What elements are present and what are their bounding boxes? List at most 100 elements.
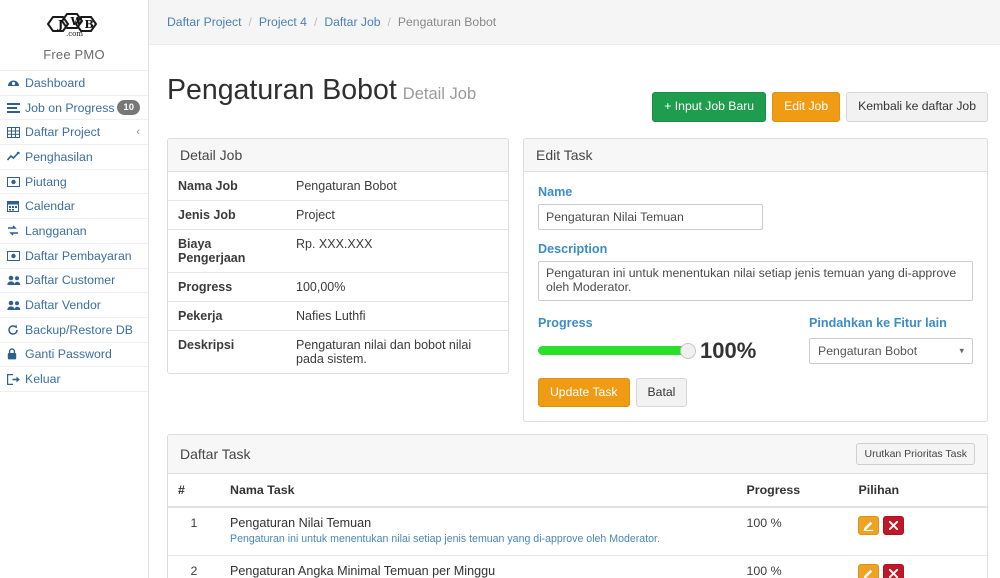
- svg-text:J: J: [57, 18, 63, 31]
- progress-slider[interactable]: [538, 342, 696, 359]
- detail-key: Nama Job: [178, 178, 238, 193]
- right-column: Edit Task Name Description Pengaturan in…: [523, 137, 988, 434]
- delete-task-row-button[interactable]: [883, 564, 905, 578]
- plus-icon: +: [664, 99, 672, 114]
- edit-task-row-button[interactable]: [858, 515, 880, 535]
- detail-value: 100,00%: [286, 271, 508, 302]
- sidebar-label: Daftar Vendor: [25, 298, 101, 313]
- lock-icon: [7, 348, 22, 361]
- sidebar-label: Penghasilan: [25, 149, 93, 164]
- kembali-ke-daftar-job-button[interactable]: Kembali ke daftar Job: [846, 92, 988, 122]
- page-actions: + Input Job Baru Edit Job Kembali ke daf…: [652, 92, 988, 123]
- brand-logo-block[interactable]: J W B .com Free PMO: [0, 0, 148, 70]
- sidebar-label: Ganti Password: [25, 347, 112, 362]
- action-buttons: [858, 515, 977, 535]
- row-actions: [848, 506, 987, 556]
- sidebar-item-daftar-customer[interactable]: Daftar Customer: [0, 269, 148, 294]
- table-row: Nama Job Pengaturan Bobot: [168, 172, 508, 201]
- svg-text:B: B: [85, 18, 94, 31]
- content-columns: Detail Job Nama Job Pengaturan Bobot Jen…: [149, 132, 1000, 434]
- table-header-row: # Nama Task Progress Pilihan: [168, 473, 987, 508]
- sidebar-item-backup-restore-db[interactable]: Backup/Restore DB: [0, 318, 148, 343]
- edit-task-panel-heading: Edit Task: [524, 138, 987, 172]
- users-icon: [7, 274, 22, 287]
- sidebar-item-ganti-password[interactable]: Ganti Password: [0, 343, 148, 368]
- row-progress: 100 %: [736, 506, 849, 556]
- breadcrumb: Daftar Project / Project 4 / Daftar Job …: [149, 0, 1000, 45]
- row-name-cell: Pengaturan Nilai Temuan Pengaturan ini u…: [220, 506, 737, 556]
- users-icon: [7, 299, 22, 312]
- detail-job-panel-heading: Detail Job: [168, 138, 508, 172]
- sidebar-item-keluar[interactable]: Keluar: [0, 367, 148, 392]
- edit-job-button[interactable]: Edit Job: [772, 92, 841, 122]
- sidebar-item-langganan[interactable]: Langganan: [0, 219, 148, 244]
- svg-text:W: W: [70, 15, 84, 28]
- edit-task-form: Name Description Pengaturan ini untuk me…: [524, 172, 987, 421]
- task-table-head: # Nama Task Progress Pilihan: [168, 473, 987, 508]
- name-input[interactable]: [538, 203, 763, 230]
- breadcrumb-item-daftar-job[interactable]: Daftar Job: [324, 15, 381, 29]
- detail-key: Progress: [168, 271, 286, 302]
- move-select[interactable]: Pengaturan Bobot ▾: [809, 337, 973, 364]
- page-title: Pengaturan Bobot Detail Job: [167, 76, 476, 105]
- input-job-baru-button[interactable]: + Input Job Baru: [652, 92, 767, 122]
- sidebar-item-dashboard[interactable]: Dashboard: [0, 71, 148, 96]
- breadcrumb-item-project-4[interactable]: Project 4: [258, 15, 307, 29]
- sidebar-item-piutang[interactable]: Piutang: [0, 170, 148, 195]
- column-header-progress: Progress: [736, 473, 849, 508]
- detail-job-panel: Detail Job Nama Job Pengaturan Bobot Jen…: [167, 137, 509, 374]
- progress-percent-text: 100%: [700, 337, 757, 363]
- sidebar-label: Calendar: [25, 199, 75, 214]
- sidebar-label: Job on Progress: [25, 100, 115, 115]
- edit-task-buttons: Update Task Batal: [538, 377, 973, 407]
- update-task-button[interactable]: Update Task: [538, 377, 630, 407]
- progress-slider-fill: [538, 346, 688, 356]
- edit-task-row-button[interactable]: [858, 564, 880, 578]
- breadcrumb-separator: /: [387, 15, 391, 29]
- calendar-icon: [7, 200, 22, 213]
- progress-slider-handle[interactable]: [680, 342, 696, 359]
- sidebar-item-penghasilan[interactable]: Penghasilan: [0, 145, 148, 170]
- left-column: Detail Job Nama Job Pengaturan Bobot Jen…: [167, 137, 509, 434]
- svg-text:.com: .com: [66, 30, 83, 38]
- column-header-nama-task: Nama Task: [220, 473, 737, 508]
- chevron-left-icon: ‹: [136, 126, 140, 139]
- money-icon: [7, 175, 22, 188]
- description-textarea[interactable]: Pengaturan ini untuk menentukan nilai se…: [538, 260, 973, 301]
- line-chart-icon: [7, 150, 22, 163]
- sidebar-item-job-on-progress[interactable]: Job on Progress 10: [0, 96, 148, 121]
- table-row: 2 Pengaturan Angka Minimal Temuan per Mi…: [168, 555, 987, 578]
- sidebar-nav: Dashboard Job on Progress 10 Daftar Proj…: [0, 70, 148, 392]
- table-icon: [7, 126, 22, 139]
- task-list-panel: Daftar Task Urutkan Prioritas Task # Nam…: [167, 433, 988, 578]
- detail-key: Deskripsi: [168, 329, 286, 373]
- sidebar-item-calendar[interactable]: Calendar: [0, 194, 148, 220]
- progress-and-move-row: Progress 100% Pindahka: [538, 316, 973, 364]
- detail-value: Nafies Luthfi: [286, 300, 508, 331]
- column-header-pilihan: Pilihan: [848, 473, 987, 508]
- delete-task-row-button[interactable]: [883, 515, 905, 535]
- refresh-cw-icon: [7, 323, 22, 336]
- detail-key: Jenis Job: [168, 199, 286, 230]
- detail-value: Pengaturan Bobot: [296, 178, 397, 193]
- breadcrumb-item-daftar-project[interactable]: Daftar Project: [167, 15, 242, 29]
- task-list-panel-heading: Daftar Task Urutkan Prioritas Task: [168, 434, 987, 474]
- row-progress: 100 %: [736, 555, 849, 578]
- detail-value: Rp. XXX.XXX: [286, 228, 508, 273]
- job-count-badge: 10: [117, 99, 140, 116]
- urutkan-prioritas-task-button-top[interactable]: Urutkan Prioritas Task: [856, 442, 975, 465]
- sidebar-label: Daftar Pembayaran: [25, 248, 132, 263]
- sidebar-item-daftar-pembayaran[interactable]: Daftar Pembayaran: [0, 244, 148, 269]
- detail-job-table: Nama Job Pengaturan Bobot Jenis Job Proj…: [168, 172, 508, 373]
- jwb-logo-icon: J W B .com: [46, 12, 98, 38]
- dashboard-icon: [7, 76, 22, 89]
- sidebar-item-daftar-project[interactable]: Daftar Project ‹: [0, 120, 148, 146]
- sidebar-item-daftar-vendor[interactable]: Daftar Vendor: [0, 293, 148, 318]
- table-row: Pekerja Nafies Luthfi: [168, 300, 508, 331]
- money-icon: [7, 249, 22, 262]
- refresh-icon: [7, 224, 22, 237]
- batal-button[interactable]: Batal: [635, 377, 688, 407]
- column-header-num: #: [168, 473, 220, 508]
- row-number: 2: [168, 555, 220, 578]
